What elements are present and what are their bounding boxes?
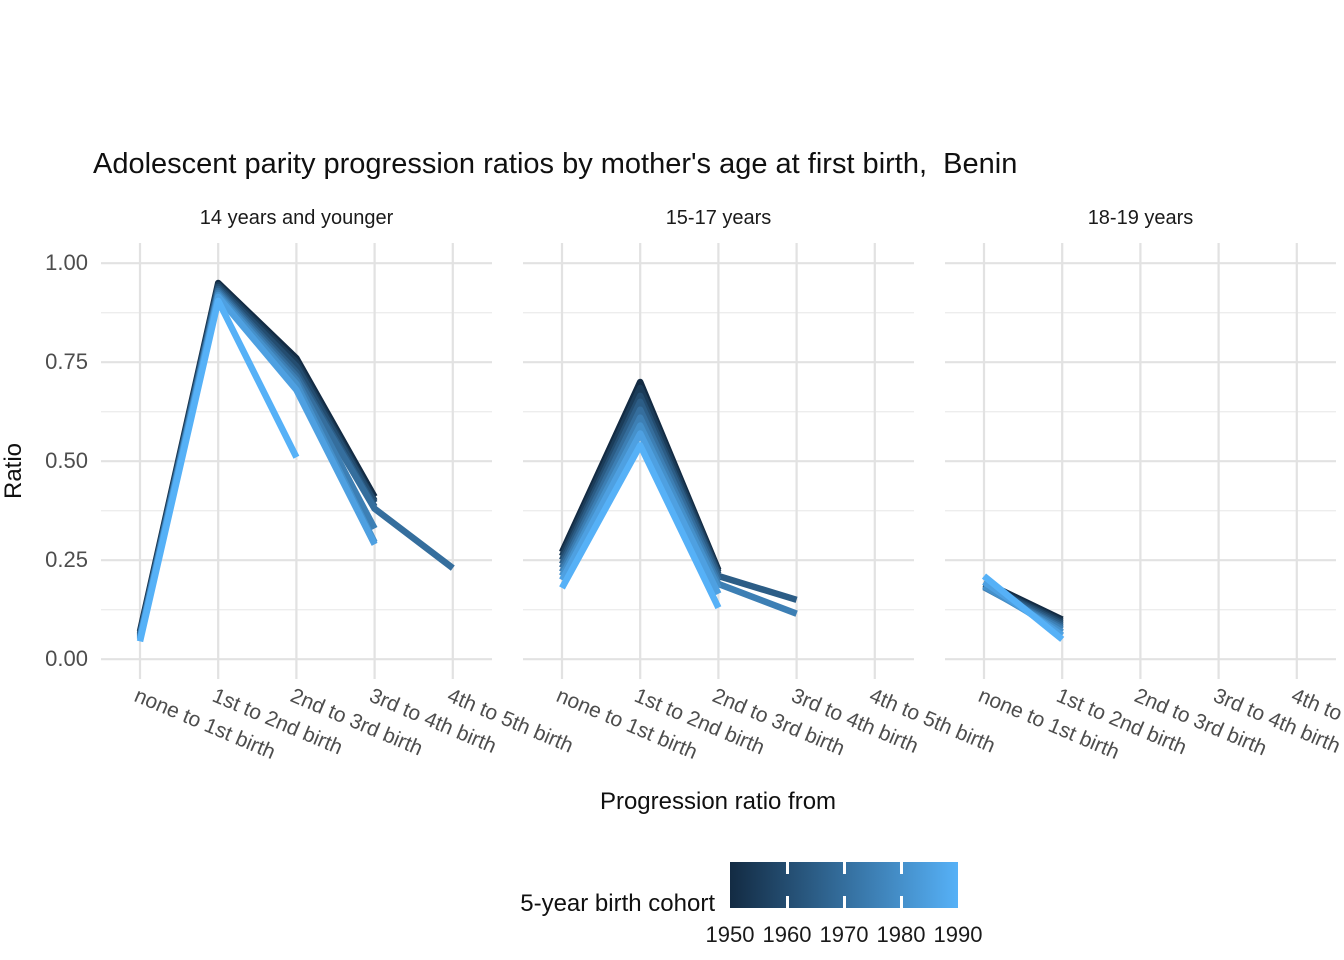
series-line-1985 [559, 430, 722, 596]
legend-gradient-bar [730, 862, 958, 908]
legend-tick-label: 1980 [876, 922, 926, 947]
legend-tick [843, 862, 846, 874]
series-line-1990 [559, 442, 722, 610]
legend-tick-label: 1990 [933, 922, 983, 947]
legend-tick [900, 862, 903, 874]
facet-panel-2 [523, 243, 914, 679]
legend-tick-label: 1970 [819, 922, 869, 947]
legend-title: 5-year birth cohort [520, 890, 715, 917]
facet-strip-label-3: 18-19 years [1087, 207, 1194, 229]
facet-strip-label-2: 15-17 years [665, 207, 772, 229]
facet-panel-3 [945, 243, 1336, 679]
facet-panel-1 [101, 243, 492, 679]
legend-tick-label: 1950 [705, 922, 755, 947]
y-tick-label: 0.00 [45, 646, 88, 671]
legend-tick [843, 896, 846, 908]
legend-tick [786, 862, 789, 874]
y-tick-label: 0.75 [45, 349, 88, 374]
y-tick-label: 0.50 [45, 448, 88, 473]
legend-tick [786, 896, 789, 908]
y-tick-label: 1.00 [45, 250, 88, 275]
chart-title: Adolescent parity progression ratios by … [93, 148, 1018, 180]
legend-tick [900, 896, 903, 908]
y-tick-label: 0.25 [45, 547, 88, 572]
x-axis-title: Progression ratio from [599, 788, 837, 815]
facet-strip-label-1: 14 years and younger [199, 207, 394, 229]
series-line-1990 [136, 297, 300, 643]
series-line-1990 [981, 573, 1065, 642]
legend-tick-label: 1960 [762, 922, 812, 947]
